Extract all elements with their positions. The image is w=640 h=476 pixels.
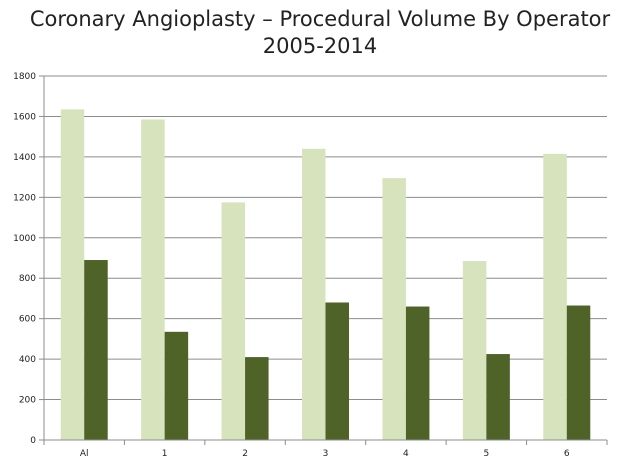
bar-6-series-1 <box>543 153 567 440</box>
x-tick-label: 4 <box>403 449 409 459</box>
x-tick-label: 2 <box>242 449 248 459</box>
y-tick-label: 1000 <box>13 234 36 244</box>
bar-Al-series-2 <box>84 260 108 440</box>
bar-6-series-2 <box>566 305 591 440</box>
x-tick-label: 1 <box>162 449 168 459</box>
x-tick-label: 6 <box>564 449 570 459</box>
bar-2-series-1 <box>221 202 246 440</box>
x-tick-label: 5 <box>483 449 489 459</box>
bar-3-series-1 <box>302 148 326 441</box>
bar-5-series-1 <box>462 261 487 440</box>
chart-title-line-1: Coronary Angioplasty – Procedural Volume… <box>29 7 611 31</box>
bar-2-series-2 <box>245 357 269 440</box>
x-tick-label: 3 <box>323 449 329 459</box>
chart-title: Coronary Angioplasty – Procedural Volume… <box>0 6 640 60</box>
bar-3-series-2 <box>325 302 349 440</box>
y-tick-label: 400 <box>19 355 36 365</box>
y-tick-label: 600 <box>19 315 36 325</box>
bar-1-series-1 <box>141 119 165 440</box>
bar-1-series-2 <box>164 331 189 440</box>
bar-4-series-1 <box>382 178 406 440</box>
y-tick-label: 1200 <box>13 193 36 203</box>
y-tick-label: 200 <box>19 396 36 406</box>
bar-5-series-2 <box>486 354 510 440</box>
y-tick-label: 800 <box>19 274 36 284</box>
bar-Al-series-1 <box>60 109 85 440</box>
chart-title-line-2: 2005-2014 <box>262 34 378 58</box>
y-tick-label: 0 <box>30 436 36 446</box>
bar-4-series-2 <box>405 306 430 440</box>
tick-labels: 0 200 400 600 800 1000 1200 1400 1600 1800 Al 1 2 3 4 5… <box>13 72 570 459</box>
axes <box>39 75 608 445</box>
y-tick-label: 1600 <box>13 112 36 122</box>
y-tick-label: 1800 <box>13 72 36 82</box>
y-tick-label: 1400 <box>13 153 36 163</box>
bars <box>60 109 591 441</box>
x-tick-label: Al <box>80 449 89 459</box>
